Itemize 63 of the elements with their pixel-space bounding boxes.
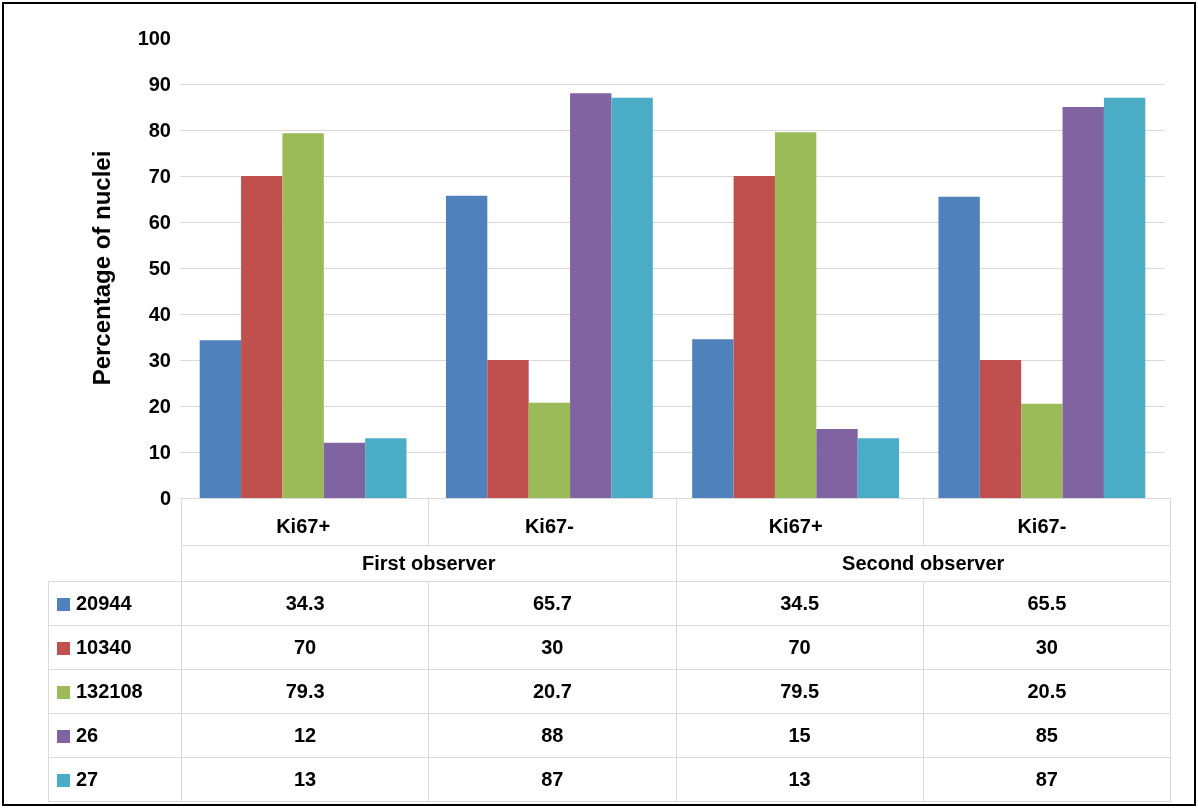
legend-label: 20944 [48, 581, 182, 625]
text: Second observer [676, 545, 1171, 581]
data-label: 30 [428, 625, 676, 669]
bar [816, 429, 858, 498]
data-label: 79.5 [676, 669, 924, 713]
bar [733, 176, 775, 498]
bar [1062, 107, 1104, 498]
y-tick-label: 70 [148, 165, 171, 187]
y-tick-label: 90 [148, 73, 171, 95]
data-label: 70 [676, 625, 924, 669]
bar [938, 196, 980, 498]
y-tick-label: 30 [148, 349, 171, 371]
legend-label: 27 [48, 757, 182, 801]
x-tick-label: Ki67+ [768, 515, 823, 537]
y-tick-label: 50 [148, 257, 171, 279]
bar [528, 402, 571, 498]
data-label: 20.7 [428, 669, 676, 713]
y-tick-label: 0 [159, 487, 171, 509]
bar [241, 176, 283, 498]
x-tick-label: Ki67+ [276, 515, 331, 537]
y-tick-label: 20 [148, 395, 171, 417]
data-label: 88 [428, 713, 676, 757]
data-label: 13 [676, 757, 924, 801]
bar [979, 360, 1022, 498]
bar [323, 442, 366, 498]
data-label: 20.5 [923, 669, 1171, 713]
bar [487, 360, 529, 498]
data-label: 30 [923, 625, 1171, 669]
legend-label: 132108 [48, 669, 182, 713]
data-label: 79.3 [181, 669, 429, 713]
x-tick-label: Ki67- [524, 515, 574, 537]
legend-label: 10340 [48, 625, 182, 669]
data-label: 12 [181, 713, 429, 757]
bar [445, 195, 488, 498]
y-axis-title: Percentage of nuclei [87, 150, 115, 386]
y-tick-label: 100 [137, 27, 171, 49]
bar [365, 438, 407, 498]
legend-label: 26 [48, 713, 182, 757]
data-label: 87 [428, 757, 676, 801]
bar [282, 133, 324, 498]
bar [199, 340, 242, 498]
data-label: 87 [923, 757, 1171, 801]
bar [1021, 403, 1063, 498]
bar [692, 339, 734, 498]
y-tick-label: 60 [148, 211, 171, 233]
y-tick-label: 80 [148, 119, 171, 141]
data-label: 34.3 [181, 581, 429, 625]
bar [570, 93, 612, 498]
data-label: 15 [676, 713, 924, 757]
y-tick-label: 10 [148, 441, 171, 463]
data-label: 65.5 [923, 581, 1171, 625]
data-label: 85 [923, 713, 1171, 757]
bar [1103, 97, 1146, 498]
bar [857, 438, 900, 498]
bar [774, 132, 817, 498]
data-label: 13 [181, 757, 429, 801]
x-tick-label: Ki67- [1017, 515, 1067, 537]
data-label: 34.5 [676, 581, 924, 625]
text: First observer [181, 545, 676, 581]
data-label: 70 [181, 625, 429, 669]
y-tick-label: 40 [148, 303, 171, 325]
data-label: 65.7 [428, 581, 676, 625]
bar [611, 97, 653, 498]
